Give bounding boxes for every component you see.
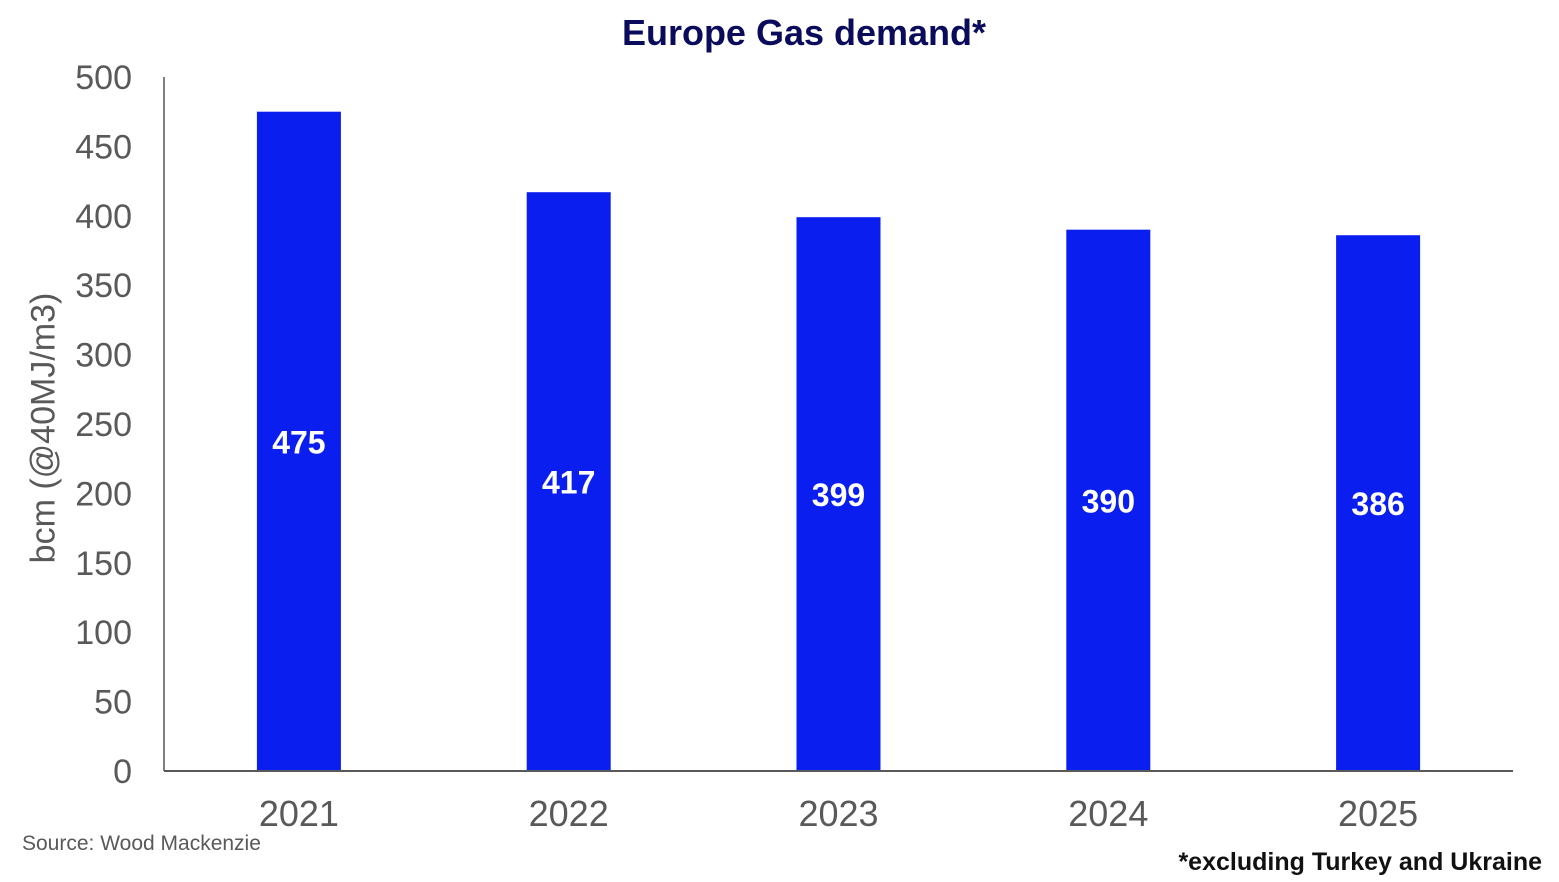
bar-2023	[796, 217, 881, 772]
y-tick-label: 200	[75, 475, 132, 513]
data-label-2022: 417	[542, 465, 595, 501]
x-tick-label-2022: 2022	[529, 793, 609, 834]
data-labels: 475 417 399 390 386	[272, 424, 1405, 522]
data-label-2024: 390	[1082, 483, 1135, 519]
bar-2025	[1336, 235, 1421, 771]
x-tick-label-2021: 2021	[259, 793, 339, 834]
x-axis-ticks: 2021 2022 2023 2024 2025	[259, 793, 1418, 834]
y-tick-label: 400	[75, 198, 132, 236]
data-label-2021: 475	[272, 424, 325, 460]
y-tick-label: 100	[75, 614, 132, 652]
source-note: Source: Wood Mackenzie	[22, 832, 261, 855]
footnote: *excluding Turkey and Ukraine	[1178, 848, 1542, 876]
y-tick-label: 250	[75, 406, 132, 444]
x-tick-label-2025: 2025	[1338, 793, 1418, 834]
bars	[256, 111, 1421, 772]
y-tick-label: 150	[75, 545, 132, 583]
y-tick-label: 300	[75, 337, 132, 375]
y-tick-label: 50	[94, 684, 132, 722]
bar-2021	[256, 111, 341, 771]
data-label-2025: 386	[1351, 486, 1404, 522]
y-tick-label: 450	[75, 128, 132, 166]
x-tick-label-2024: 2024	[1068, 793, 1148, 834]
y-tick-label: 350	[75, 267, 132, 305]
y-tick-label: 500	[75, 59, 132, 97]
bar-2022	[526, 192, 611, 772]
y-axis-ticks: 0 50 100 150 200 250 300 350 400 450 500	[75, 59, 132, 791]
y-tick-label: 0	[113, 753, 132, 791]
x-tick-label-2023: 2023	[798, 793, 878, 834]
chart-title: Europe Gas demand*	[621, 12, 987, 53]
bar-2024	[1066, 229, 1151, 771]
data-label-2023: 399	[812, 477, 865, 513]
